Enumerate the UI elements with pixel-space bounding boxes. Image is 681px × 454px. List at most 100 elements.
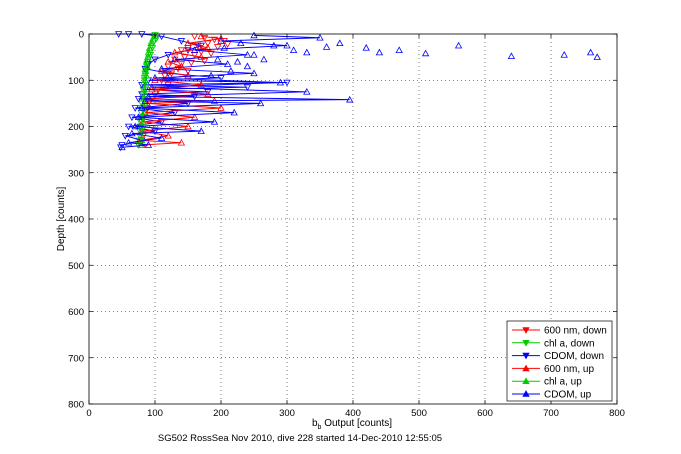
data-point: [256, 99, 265, 107]
x-axis-label-main: b: [312, 418, 318, 429]
data-point: [346, 95, 354, 103]
data-point: [164, 131, 172, 139]
data-point: [560, 50, 568, 58]
series-line: [140, 35, 222, 146]
data-point: [283, 41, 291, 49]
series-cdom-down: [115, 31, 291, 152]
data-point: [131, 105, 139, 112]
data-layer: [115, 31, 601, 152]
data-point: [243, 62, 252, 70]
data-point: [217, 75, 225, 82]
y-tick-label: 0: [79, 30, 84, 41]
x-axis-label: bb Output [counts]: [312, 418, 392, 431]
data-point: [207, 50, 215, 58]
legend-swatch-marker: [522, 352, 530, 360]
y-tick-label: 300: [68, 168, 84, 179]
data-point: [214, 55, 222, 63]
data-point: [184, 68, 192, 75]
legend-box: [506, 320, 613, 402]
x-axis-label-rest: Output [counts]: [321, 418, 392, 429]
legend-swatch-marker: [522, 390, 530, 397]
data-point: [177, 47, 186, 55]
data-point: [210, 118, 219, 125]
data-point: [171, 109, 179, 117]
data-point: [144, 48, 153, 56]
data-point: [151, 128, 159, 135]
data-point: [142, 81, 150, 88]
data-point: [124, 138, 133, 146]
x-tick-label: 300: [279, 408, 295, 419]
data-point: [171, 55, 179, 63]
data-point: [283, 79, 291, 87]
legend-item: chl a, down: [512, 338, 595, 349]
data-point: [177, 38, 186, 45]
data-point: [223, 60, 232, 67]
grid: [89, 34, 617, 404]
data-point: [147, 39, 155, 47]
data-point: [140, 85, 149, 93]
data-point: [138, 136, 146, 144]
data-point: [227, 67, 235, 74]
series-line: [118, 33, 288, 148]
data-point: [233, 57, 242, 65]
data-point: [243, 84, 252, 92]
ticks: 0 100 200 300 400 500 600 700 800010020030040050…: [68, 30, 625, 420]
data-point: [139, 118, 147, 125]
data-point: [164, 52, 172, 59]
data-point: [336, 39, 344, 47]
data-point: [303, 48, 311, 56]
data-point: [260, 55, 268, 63]
data-point: [421, 49, 430, 57]
x-tick-label: 400: [345, 408, 361, 419]
data-point: [157, 119, 166, 126]
data-point: [146, 44, 154, 51]
legend-label: CDOM, down: [544, 351, 604, 362]
data-point: [593, 53, 601, 60]
data-point: [141, 97, 149, 104]
data-point: [250, 50, 258, 58]
y-axis-label: Depth [counts]: [56, 187, 67, 252]
data-point: [237, 39, 245, 47]
y-tick-label: 400: [68, 215, 84, 226]
data-point: [138, 104, 146, 111]
data-point: [250, 69, 258, 77]
data-point: [118, 143, 126, 151]
legend-swatch-marker: [522, 339, 530, 347]
data-point: [121, 132, 129, 140]
data-point: [243, 50, 252, 58]
data-point: [454, 41, 463, 49]
legend-item: chl a, up: [512, 377, 582, 388]
data-point: [177, 62, 186, 70]
x-axis-label-sub: b: [318, 424, 322, 431]
data-point: [157, 64, 166, 72]
data-point: [200, 34, 209, 42]
data-point: [124, 123, 133, 131]
data-point: [164, 70, 172, 78]
legend-item: 600 nm, down: [512, 326, 607, 337]
x-tick-label: 800: [609, 408, 625, 419]
data-point: [303, 87, 311, 95]
data-point: [171, 48, 179, 56]
data-point: [177, 61, 186, 68]
data-point: [200, 58, 209, 65]
data-point: [143, 62, 151, 70]
data-point: [230, 108, 238, 116]
legend-swatch-marker: [522, 327, 530, 334]
data-point: [214, 44, 222, 51]
data-point: [149, 34, 157, 42]
legend-label: CDOM, up: [544, 390, 592, 401]
y-tick-label: 200: [68, 122, 84, 133]
data-point: [128, 114, 136, 122]
data-point: [375, 48, 384, 56]
data-point: [140, 108, 148, 116]
x-tick-label: 0: [86, 408, 91, 419]
data-point: [220, 44, 228, 51]
data-point: [270, 41, 278, 49]
x-tick-label: 600: [477, 408, 493, 419]
data-point: [204, 90, 212, 97]
data-point: [164, 57, 172, 65]
y-tick-label: 500: [68, 261, 84, 272]
legend-item: CDOM, down: [512, 351, 604, 362]
data-point: [316, 33, 324, 41]
x-tick-label: 700: [543, 408, 559, 419]
